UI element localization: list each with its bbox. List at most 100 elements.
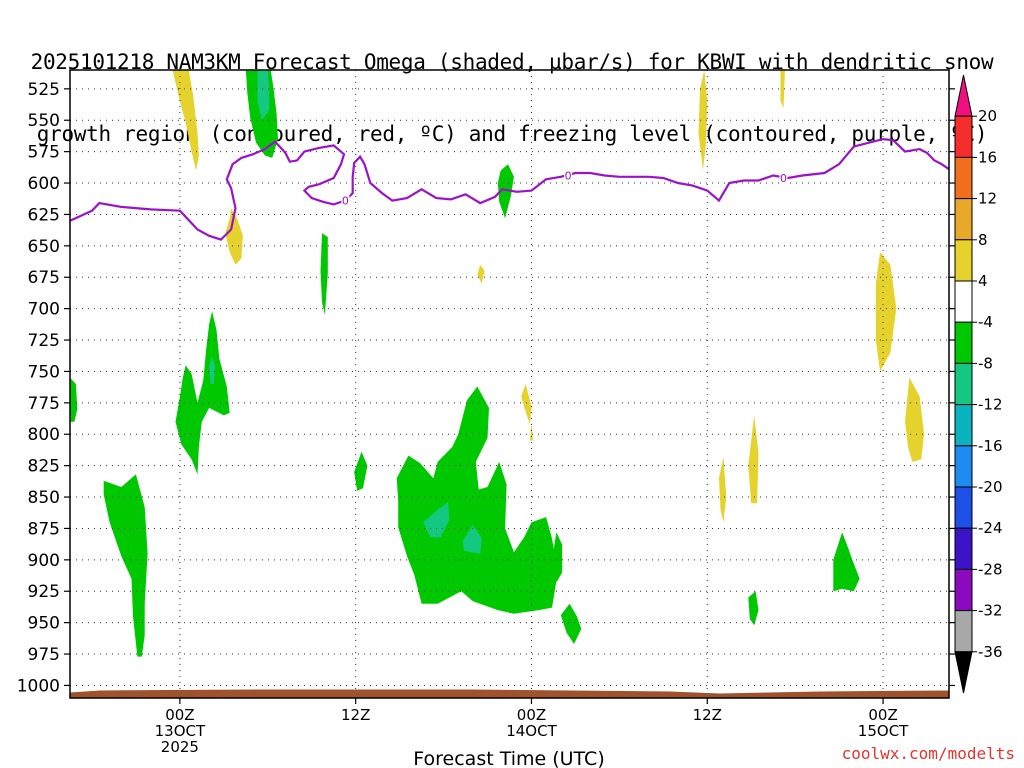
freezing-level-label-0: 0 (342, 195, 349, 208)
x-axis-label: Forecast Time (UTC) (413, 748, 604, 768)
x-tick-label-36-0: 12Z (693, 706, 722, 724)
y-axis: 525 550 575 600 625 650 675 700 725 750 775 800 825 8… (17, 80, 955, 696)
colorbar-label--20: -20 (978, 478, 1003, 496)
colorbar-bin-5 (954, 280, 973, 323)
freezing-label-bg-1 (564, 169, 573, 182)
colorbar-bin-1 (954, 115, 973, 158)
y-tick-label-575: 575 (28, 143, 60, 163)
colorbar-bin-12 (954, 568, 973, 612)
y-tick-label-625: 625 (28, 205, 60, 225)
omega-region-7 (209, 356, 215, 384)
omega-region-14 (552, 532, 563, 583)
omega-region-23 (748, 415, 759, 504)
y-tick-label-1000: 1000 (17, 676, 60, 696)
freezing-label-bg-0 (341, 194, 350, 207)
colorbar-bin-13 (954, 610, 973, 653)
omega-shaded-regions (70, 70, 925, 657)
terrain-band (70, 689, 949, 698)
colorbar-label-8: 8 (978, 231, 988, 249)
x-tick-label-48-1: 15OCT (858, 722, 909, 740)
colorbar-bin-3 (954, 198, 973, 241)
freezing-level-label-2: 0 (780, 172, 787, 185)
omega-region-6 (175, 311, 230, 475)
colorbar-bin-7 (954, 362, 973, 406)
colorbar-label--32: -32 (978, 602, 1003, 620)
omega-region-17 (748, 591, 759, 626)
y-tick-label-850: 850 (28, 488, 60, 508)
omega-region-25 (875, 252, 897, 372)
y-tick-label-950: 950 (28, 614, 60, 634)
freezing-label-bg-2 (779, 172, 788, 185)
y-tick-label-550: 550 (28, 111, 60, 131)
y-tick-label-775: 775 (28, 394, 60, 414)
y-tick-label-675: 675 (28, 268, 60, 288)
plot-frame (69, 69, 950, 699)
colorbar-bin-11 (954, 527, 973, 570)
colorbar-bin-8 (954, 404, 973, 447)
freezing-level-label-1: 0 (565, 170, 572, 183)
omega-region-19 (521, 384, 532, 425)
x-tick-label-24-0: 00Z (517, 706, 546, 724)
terrain-fill (70, 689, 949, 698)
omega-region-3 (257, 70, 270, 121)
colorbar-label-16: 16 (978, 148, 997, 166)
y-tick-label-975: 975 (28, 645, 60, 665)
y-tick-label-700: 700 (28, 300, 60, 320)
colorbar-label-4: 4 (978, 272, 988, 290)
x-tick-label-24-1: 14OCT (506, 722, 557, 740)
colorbar-bin-4 (954, 239, 973, 282)
colorbar-bin-9 (954, 445, 973, 488)
x-tick-label-0-1: 13OCT (155, 722, 206, 740)
omega-region-21 (698, 70, 708, 171)
colorbar-label--16: -16 (978, 437, 1003, 455)
colorbar-label-20: 20 (978, 107, 997, 125)
freezing-level-contour: 0 0 0 (69, 137, 950, 241)
omega-region-0 (172, 70, 199, 171)
omega-region-8 (320, 233, 328, 315)
x-tick-label-12-0: 12Z (341, 706, 370, 724)
y-tick-label-525: 525 (28, 80, 60, 100)
y-tick-label-725: 725 (28, 331, 60, 351)
title-line-2: growth region (contoured, red, ºC) and f… (36, 122, 988, 146)
omega-region-13 (497, 164, 514, 219)
omega-region-1 (225, 208, 243, 265)
omega-region-18 (477, 264, 485, 284)
colorbar-bin-6 (954, 321, 973, 364)
colorbar-label--28: -28 (978, 560, 1003, 578)
y-tick-label-925: 925 (28, 582, 60, 602)
colorbar-bottom-triangle (954, 651, 973, 694)
omega-region-20 (530, 421, 533, 441)
omega-region-9 (354, 451, 368, 491)
colorbar-label--24: -24 (978, 519, 1003, 537)
colorbar-label-12: 12 (978, 190, 997, 208)
colorbar-bin-2 (954, 156, 973, 200)
omega-region-26 (905, 377, 925, 462)
omega-region-10 (396, 386, 558, 614)
omega-region-24 (719, 456, 727, 523)
y-tick-label-875: 875 (28, 519, 60, 539)
colorbar: 20 16 12 8 4 -4 -8 -12 -16 -20 -24 -28 -32 -36 (954, 74, 1003, 694)
omega-region-22 (780, 70, 785, 108)
y-tick-label-750: 750 (28, 362, 60, 382)
y-tick-label-900: 900 (28, 551, 60, 571)
y-tick-label-600: 600 (28, 174, 60, 194)
colorbar-bin-10 (954, 486, 973, 529)
x-tick-label-48-0: 00Z (868, 706, 897, 724)
y-tick-label-825: 825 (28, 457, 60, 477)
x-tick-label-0-2: 2025 (161, 738, 199, 756)
y-tick-label-800: 800 (28, 425, 60, 445)
omega-region-4 (70, 377, 78, 422)
credit-text: coolwx.com/modelts (842, 744, 1015, 763)
colorbar-label--4: -4 (978, 313, 993, 331)
omega-region-12 (462, 524, 482, 554)
freezing-level-line (69, 137, 950, 241)
omega-region-5 (103, 474, 148, 657)
omega-region-16 (833, 532, 860, 592)
omega-region-15 (560, 603, 582, 644)
colorbar-label--36: -36 (978, 643, 1003, 661)
x-tick-label-0-0: 00Z (165, 706, 194, 724)
y-tick-label-650: 650 (28, 237, 60, 257)
colorbar-label--12: -12 (978, 396, 1003, 414)
